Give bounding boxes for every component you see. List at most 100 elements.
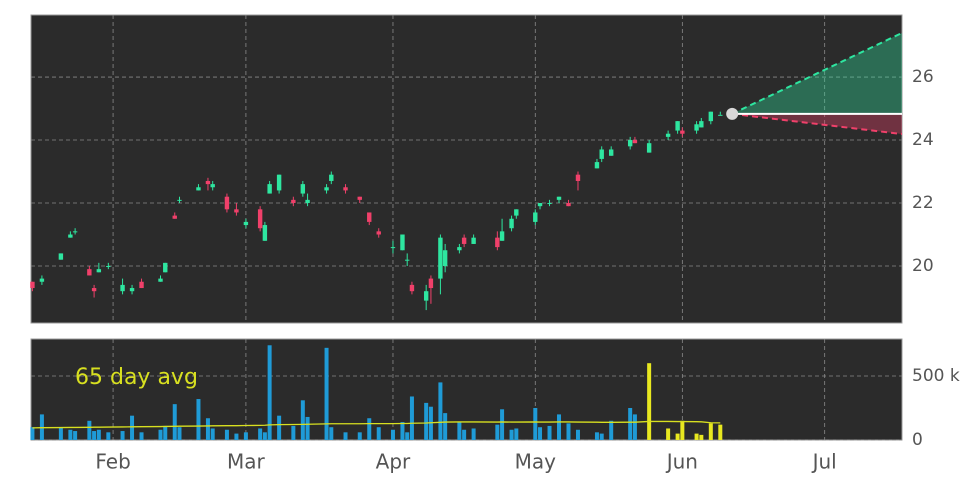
candle-body	[30, 281, 35, 289]
candle-body	[646, 143, 652, 153]
volume-avg-line	[32, 420, 721, 429]
volume-bar	[30, 427, 35, 440]
candle-body	[172, 215, 177, 219]
candle-body	[324, 187, 329, 191]
volume-bar	[367, 418, 372, 440]
candle-body	[438, 237, 443, 279]
y-tick-label: 0	[912, 430, 923, 450]
candle-body	[699, 121, 704, 128]
volume-bar	[409, 396, 414, 440]
price-panel	[30, 14, 903, 324]
y-tick-label: 500 k	[912, 366, 960, 386]
volume-bar	[594, 432, 599, 440]
volume-bar	[699, 434, 704, 440]
volume-bar	[258, 428, 263, 440]
candle-body	[163, 262, 168, 273]
candle-body	[291, 199, 296, 204]
volume-bar	[547, 425, 552, 440]
candle-body	[680, 130, 685, 134]
candle-body	[514, 209, 519, 216]
candle-body	[343, 187, 348, 191]
candle-body	[708, 111, 714, 122]
candle-body	[627, 140, 633, 147]
volume-bar	[405, 432, 410, 440]
candle-body	[404, 259, 410, 261]
candle-body	[87, 269, 92, 276]
volume-bar	[243, 432, 248, 440]
candle-body	[210, 184, 215, 188]
volume-bar	[471, 428, 476, 440]
candle-body	[471, 237, 476, 244]
candle-body	[367, 212, 372, 222]
x-tick-label: Jun	[665, 450, 698, 474]
candle-body	[547, 203, 552, 205]
volume-bar	[177, 427, 182, 440]
volume-bar	[300, 400, 305, 440]
volume-bar	[514, 428, 519, 440]
volume-bar	[87, 420, 92, 440]
volume-bar	[73, 431, 78, 440]
volume-bar	[557, 414, 562, 440]
volume-bar	[130, 415, 135, 440]
candle-body	[224, 196, 230, 210]
candle-body	[409, 284, 415, 292]
forecast-lower	[732, 112, 903, 136]
candle-body	[575, 174, 581, 181]
candle-body	[499, 231, 505, 241]
x-tick-label: Feb	[95, 450, 130, 474]
volume-bar	[58, 427, 63, 440]
candle-body	[675, 121, 680, 131]
x-tick-label: May	[515, 450, 557, 474]
volume-bar	[566, 423, 571, 440]
x-tick-label: Apr	[376, 450, 411, 474]
y-tick-label: 26	[912, 67, 934, 87]
forecast-start	[726, 107, 739, 120]
candle-body	[461, 237, 467, 244]
candle-body	[158, 278, 163, 282]
candle-body	[91, 288, 97, 292]
volume-bar	[172, 404, 177, 440]
volume-bar	[205, 418, 210, 440]
volume-bar	[120, 431, 125, 440]
volume-bar	[708, 423, 713, 440]
volume-bar	[647, 363, 652, 440]
volume-bar	[718, 424, 723, 440]
volume-bar	[224, 429, 229, 440]
candle-body	[129, 288, 135, 292]
candle-body	[495, 237, 500, 248]
volume-bar	[96, 429, 101, 440]
candle-body	[305, 199, 310, 204]
volume-bar	[329, 427, 334, 440]
volume-bar	[262, 432, 267, 440]
candle-body	[139, 281, 144, 289]
volume-bar	[106, 432, 111, 440]
volume-bar	[163, 425, 168, 440]
candle-body	[423, 291, 429, 301]
candle-body	[533, 212, 538, 222]
candle-body	[300, 184, 306, 194]
candle-body	[632, 140, 638, 144]
candle-body	[457, 247, 462, 251]
candle-body	[594, 162, 600, 169]
y-tick-label: 22	[912, 193, 934, 213]
candle-body	[177, 199, 182, 201]
candle-body	[106, 265, 111, 267]
candle-body	[257, 209, 263, 229]
candle-body	[68, 234, 73, 238]
volume-bar	[158, 429, 163, 440]
candle-body	[357, 196, 362, 200]
volume-bar	[324, 347, 329, 440]
candle-body	[96, 269, 102, 273]
candle-body	[718, 114, 723, 116]
volume-bar	[680, 420, 685, 440]
candle-body	[509, 218, 514, 229]
volume-bar	[267, 345, 272, 440]
volume-bar	[666, 428, 671, 440]
candle-body	[390, 247, 396, 249]
volume-bar	[390, 429, 395, 440]
volume-bar	[92, 431, 97, 440]
volume-bar	[694, 433, 699, 440]
candle-body	[608, 149, 614, 156]
candle-body	[566, 203, 571, 207]
